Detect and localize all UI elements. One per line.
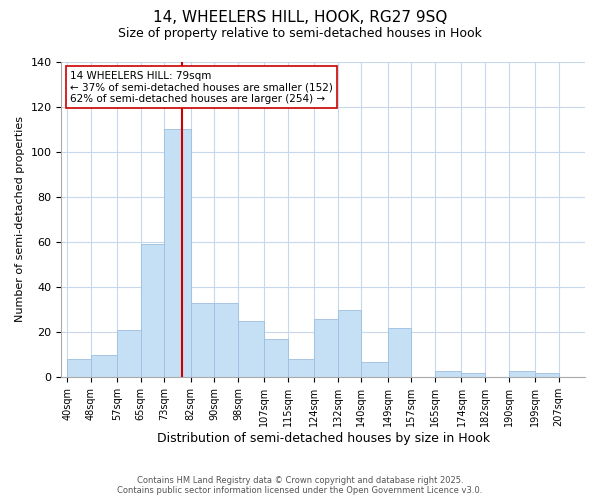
Bar [435, 370, 461, 378]
Bar [164, 129, 191, 378]
Bar [265, 339, 288, 378]
X-axis label: Distribution of semi-detached houses by size in Hook: Distribution of semi-detached houses by … [157, 432, 490, 445]
Bar [314, 318, 338, 378]
Bar [361, 362, 388, 378]
Bar [509, 370, 535, 378]
Bar [461, 373, 485, 378]
Bar [214, 303, 238, 378]
Bar [191, 303, 214, 378]
Bar [338, 310, 361, 378]
Text: 14 WHEELERS HILL: 79sqm
← 37% of semi-detached houses are smaller (152)
62% of s: 14 WHEELERS HILL: 79sqm ← 37% of semi-de… [70, 70, 333, 104]
Bar [388, 328, 412, 378]
Bar [67, 360, 91, 378]
Bar [238, 321, 265, 378]
Bar [288, 360, 314, 378]
Y-axis label: Number of semi-detached properties: Number of semi-detached properties [15, 116, 25, 322]
Text: 14, WHEELERS HILL, HOOK, RG27 9SQ: 14, WHEELERS HILL, HOOK, RG27 9SQ [153, 10, 447, 25]
Bar [141, 244, 164, 378]
Text: Size of property relative to semi-detached houses in Hook: Size of property relative to semi-detach… [118, 28, 482, 40]
Text: Contains HM Land Registry data © Crown copyright and database right 2025.
Contai: Contains HM Land Registry data © Crown c… [118, 476, 482, 495]
Bar [535, 373, 559, 378]
Bar [91, 355, 117, 378]
Bar [117, 330, 141, 378]
